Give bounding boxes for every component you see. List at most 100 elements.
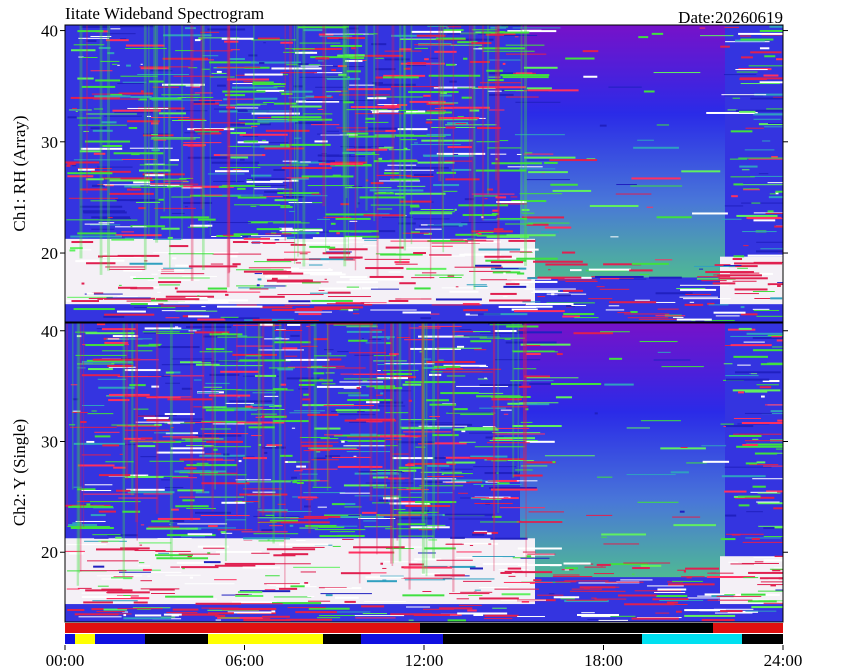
texture — [777, 282, 783, 284]
texture — [98, 540, 120, 542]
texture — [364, 258, 410, 260]
texture — [483, 618, 513, 620]
texture — [303, 113, 333, 115]
texture — [143, 417, 169, 420]
texture — [209, 608, 242, 610]
texture — [524, 403, 550, 406]
texture — [495, 267, 519, 269]
texture — [120, 547, 150, 550]
texture — [358, 323, 361, 584]
texture — [293, 566, 340, 568]
texture — [392, 457, 434, 460]
texture — [724, 94, 764, 97]
texture — [222, 194, 264, 196]
texture — [489, 299, 531, 302]
texture — [202, 323, 205, 494]
texture — [419, 351, 423, 353]
texture — [489, 324, 526, 326]
texture — [505, 283, 520, 286]
texture — [398, 466, 423, 469]
texture — [320, 593, 372, 595]
texture — [65, 550, 85, 552]
texture — [308, 258, 354, 261]
texture — [254, 374, 277, 377]
texture — [337, 54, 365, 57]
texture — [185, 85, 201, 87]
texture — [331, 456, 371, 458]
texture — [342, 25, 346, 186]
texture — [777, 419, 783, 422]
texture — [472, 556, 515, 558]
texture — [160, 273, 205, 275]
texture — [230, 156, 249, 159]
texture — [373, 355, 397, 357]
texture — [450, 239, 464, 241]
texture — [326, 130, 340, 132]
texture — [154, 423, 162, 426]
texture — [436, 171, 457, 174]
texture — [86, 503, 91, 506]
texture — [219, 167, 261, 169]
texture — [197, 318, 226, 321]
texture — [69, 426, 117, 428]
texture — [552, 189, 592, 192]
texture — [328, 230, 379, 233]
texture — [232, 601, 277, 604]
texture — [440, 392, 479, 395]
texture — [375, 401, 404, 404]
texture — [495, 433, 546, 435]
texture — [84, 293, 123, 295]
texture — [481, 25, 485, 221]
texture — [224, 40, 239, 43]
texture — [761, 34, 783, 36]
texture — [142, 331, 180, 333]
texture — [726, 533, 764, 535]
texture — [295, 122, 326, 125]
texture — [262, 102, 275, 104]
texture — [476, 126, 501, 129]
texture — [594, 412, 598, 415]
texture — [714, 612, 753, 614]
texture — [749, 464, 779, 466]
texture — [631, 573, 635, 575]
texture — [392, 323, 395, 564]
texture — [130, 225, 166, 228]
texture — [181, 438, 224, 440]
texture — [442, 371, 493, 373]
texture — [744, 412, 772, 414]
texture — [226, 106, 235, 109]
y-tick-label: 30 — [41, 133, 58, 152]
texture — [510, 196, 518, 198]
texture — [168, 84, 200, 86]
texture — [475, 232, 482, 235]
texture — [327, 291, 351, 294]
texture — [743, 245, 749, 247]
texture — [79, 323, 82, 572]
texture — [479, 586, 509, 588]
texture — [191, 86, 201, 88]
texture — [153, 329, 201, 331]
texture — [220, 370, 259, 373]
texture — [212, 423, 245, 425]
texture — [277, 188, 293, 190]
texture — [243, 619, 291, 622]
texture — [609, 563, 648, 566]
texture — [257, 120, 299, 123]
texture — [449, 593, 490, 595]
texture — [769, 193, 776, 195]
texture — [301, 175, 354, 178]
texture — [753, 557, 783, 559]
texture — [325, 372, 335, 374]
texture — [307, 413, 339, 416]
texture — [462, 303, 480, 306]
texture — [366, 580, 397, 583]
texture — [161, 227, 180, 230]
texture — [403, 147, 408, 150]
texture — [102, 444, 120, 447]
texture — [759, 577, 783, 580]
texture — [555, 581, 577, 583]
texture — [109, 268, 146, 270]
texture — [763, 536, 783, 538]
texture — [151, 273, 158, 275]
texture — [463, 542, 499, 545]
